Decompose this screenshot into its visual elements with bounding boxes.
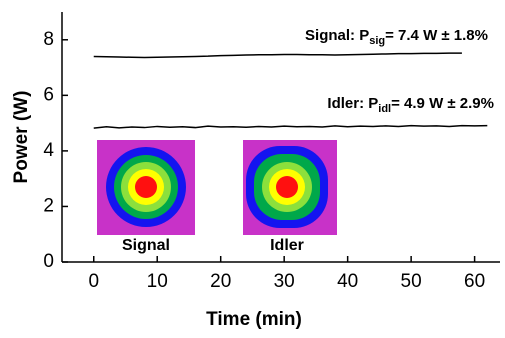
beam-core — [276, 176, 298, 198]
inset-label: Signal — [122, 237, 170, 254]
annotation: Idler: Pidl= 4.9 W ± 2.9% — [327, 95, 494, 115]
annotation-text: Idler: P — [327, 95, 378, 112]
y-axis-title: Power (W) — [11, 91, 32, 184]
x-tick-label: 10 — [147, 271, 168, 292]
inset-label: Idler — [270, 237, 304, 254]
x-tick-label: 0 — [88, 271, 99, 292]
y-tick-label: 8 — [43, 29, 54, 50]
x-tick-label: 40 — [337, 271, 358, 292]
inset-signal: Signal — [97, 140, 195, 254]
chart: Signal Idler Signal: Psig= 7.4 W ± 1.8% … — [0, 0, 505, 333]
annotation-subscript: sig — [369, 35, 385, 47]
x-tick-label: 50 — [401, 271, 422, 292]
annotation: Signal: Psig= 7.4 W ± 1.8% — [305, 27, 488, 47]
annotation-subscript: idl — [378, 103, 391, 115]
y-tick-label: 6 — [43, 84, 54, 105]
inset-idler: Idler — [243, 140, 337, 254]
x-tick-label: 20 — [210, 271, 231, 292]
x-axis-title: Time (min) — [206, 309, 302, 330]
y-tick-label: 0 — [43, 251, 54, 272]
series-line — [94, 126, 488, 129]
y-tick-label: 2 — [43, 195, 54, 216]
annotation-text: = 4.9 W ± 2.9% — [391, 95, 494, 112]
x-tick-label: 60 — [464, 271, 485, 292]
annotation-text: Signal: P — [305, 27, 369, 44]
y-tick-label: 4 — [43, 140, 54, 161]
page: Signal Idler Signal: Psig= 7.4 W ± 1.8% … — [0, 0, 505, 338]
beam-core — [135, 176, 157, 198]
annotation-text: = 7.4 W ± 1.8% — [385, 27, 488, 44]
series-line — [94, 53, 462, 57]
x-tick-label: 30 — [274, 271, 295, 292]
